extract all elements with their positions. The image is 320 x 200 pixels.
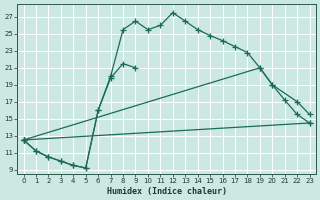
X-axis label: Humidex (Indice chaleur): Humidex (Indice chaleur): [107, 187, 227, 196]
